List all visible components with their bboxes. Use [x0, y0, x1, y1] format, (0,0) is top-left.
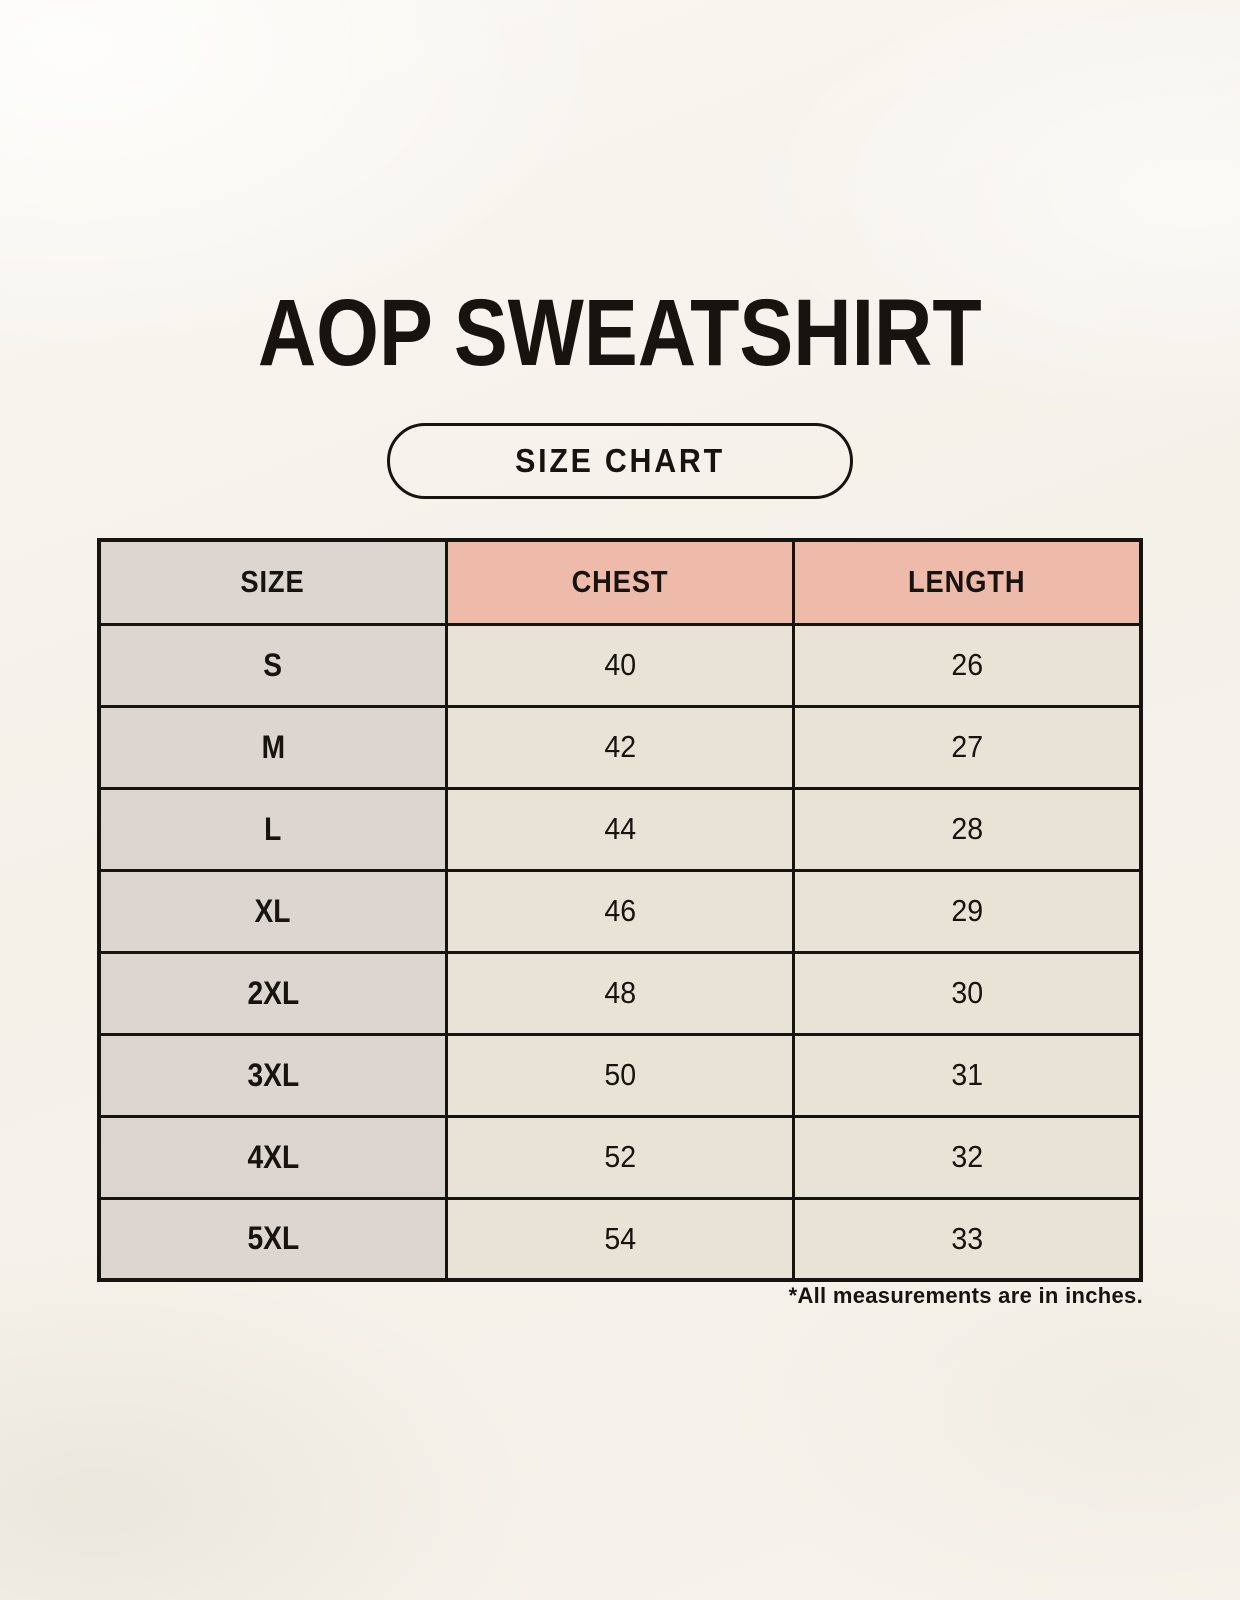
chest-value-cell: 48: [444, 950, 796, 1036]
table-header-row: SIZE CHEST LENGTH: [97, 538, 1143, 626]
length-value-cell: 32: [792, 1114, 1143, 1200]
table-row-s: S 40 26: [97, 622, 1143, 708]
length-value-cell: 28: [792, 786, 1143, 872]
table-row-xl: XL 46 29: [97, 868, 1143, 954]
length-value-cell: 29: [792, 868, 1143, 954]
column-header-length: LENGTH: [792, 538, 1143, 626]
page-title-text: AOP SWEATSHIRT: [258, 280, 982, 386]
column-header-size: SIZE: [97, 538, 448, 626]
chest-value-cell: 42: [444, 704, 796, 790]
table-row-3xl: 3XL 50 31: [97, 1032, 1143, 1118]
size-label-cell: 2XL: [97, 950, 448, 1036]
column-header-chest-label: CHEST: [571, 564, 669, 600]
table-row-4xl: 4XL 52 32: [97, 1114, 1143, 1200]
page-title: AOP SWEATSHIRT: [0, 280, 1240, 386]
size-table: SIZE CHEST LENGTH S 40 26 M 42 27 L 44 2…: [97, 538, 1143, 1282]
length-value-cell: 30: [792, 950, 1143, 1036]
column-header-size-label: SIZE: [240, 564, 305, 600]
size-label-cell: 5XL: [97, 1196, 448, 1282]
chest-value-cell: 40: [444, 622, 796, 708]
size-chart-badge: SIZE CHART: [387, 423, 853, 499]
table-row-2xl: 2XL 48 30: [97, 950, 1143, 1036]
column-header-chest: CHEST: [444, 538, 796, 626]
table-row-m: M 42 27: [97, 704, 1143, 790]
chest-value-cell: 50: [444, 1032, 796, 1118]
chest-value-cell: 46: [444, 868, 796, 954]
length-value-cell: 31: [792, 1032, 1143, 1118]
table-row-l: L 44 28: [97, 786, 1143, 872]
chest-value-cell: 54: [444, 1196, 796, 1282]
size-label-cell: 3XL: [97, 1032, 448, 1118]
table-row-5xl: 5XL 54 33: [97, 1196, 1143, 1282]
length-value-cell: 27: [792, 704, 1143, 790]
size-label-cell: M: [97, 704, 448, 790]
size-label-cell: XL: [97, 868, 448, 954]
size-chart-badge-label: SIZE CHART: [515, 442, 725, 479]
size-label-cell: L: [97, 786, 448, 872]
column-header-length-label: LENGTH: [908, 564, 1026, 600]
chest-value-cell: 44: [444, 786, 796, 872]
length-value-cell: 26: [792, 622, 1143, 708]
length-value-cell: 33: [792, 1196, 1143, 1282]
size-label-cell: 4XL: [97, 1114, 448, 1200]
chest-value-cell: 52: [444, 1114, 796, 1200]
size-label-cell: S: [97, 622, 448, 708]
measurements-footnote: *All measurements are in inches.: [788, 1283, 1143, 1308]
